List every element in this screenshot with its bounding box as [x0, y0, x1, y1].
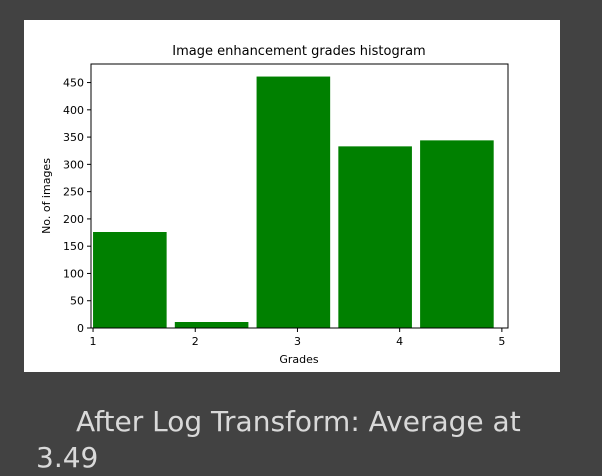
x-tick-label: 4 — [396, 335, 403, 348]
histogram-bar-4 — [338, 146, 412, 328]
y-tick-label: 200 — [63, 213, 84, 226]
y-axis-label: No. of images — [40, 158, 53, 234]
histogram-bar-5 — [420, 140, 494, 328]
histogram-bar-1 — [93, 232, 167, 328]
x-axis-label: Grades — [279, 353, 319, 366]
y-tick-label: 400 — [63, 104, 84, 117]
chart-title: Image enhancement grades histogram — [172, 44, 425, 59]
histogram-bar-3 — [256, 76, 331, 328]
x-tick-label: 1 — [90, 335, 97, 348]
x-tick-label: 5 — [498, 335, 505, 348]
y-axis-ticks: 0 50 100 150 200 250 300 350 400 450 — [63, 77, 91, 335]
x-tick-label: 3 — [294, 335, 301, 348]
histogram-chart: 0 50 100 150 200 250 300 350 400 450 1 2 3 4 5 Image … — [40, 44, 509, 366]
y-tick-label: 150 — [63, 240, 84, 253]
y-tick-label: 300 — [63, 158, 84, 171]
plot-frame — [90, 63, 509, 329]
histogram-bar-2 — [174, 322, 249, 328]
bars-group — [93, 76, 494, 328]
y-tick-label: 450 — [63, 77, 84, 90]
caption-text: After Log Transform: Average at 3.49 — [36, 405, 521, 474]
y-tick-label: 250 — [63, 186, 84, 199]
y-tick-label: 350 — [63, 131, 84, 144]
y-tick-label: 0 — [77, 322, 84, 335]
histogram-figure: 0 50 100 150 200 250 300 350 400 450 1 2 3 4 5 Image … — [24, 20, 560, 372]
y-tick-label: 100 — [63, 267, 84, 280]
y-tick-label: 50 — [70, 295, 84, 308]
x-tick-label: 2 — [192, 335, 199, 348]
x-axis-ticks: 1 2 3 4 5 — [90, 328, 505, 348]
